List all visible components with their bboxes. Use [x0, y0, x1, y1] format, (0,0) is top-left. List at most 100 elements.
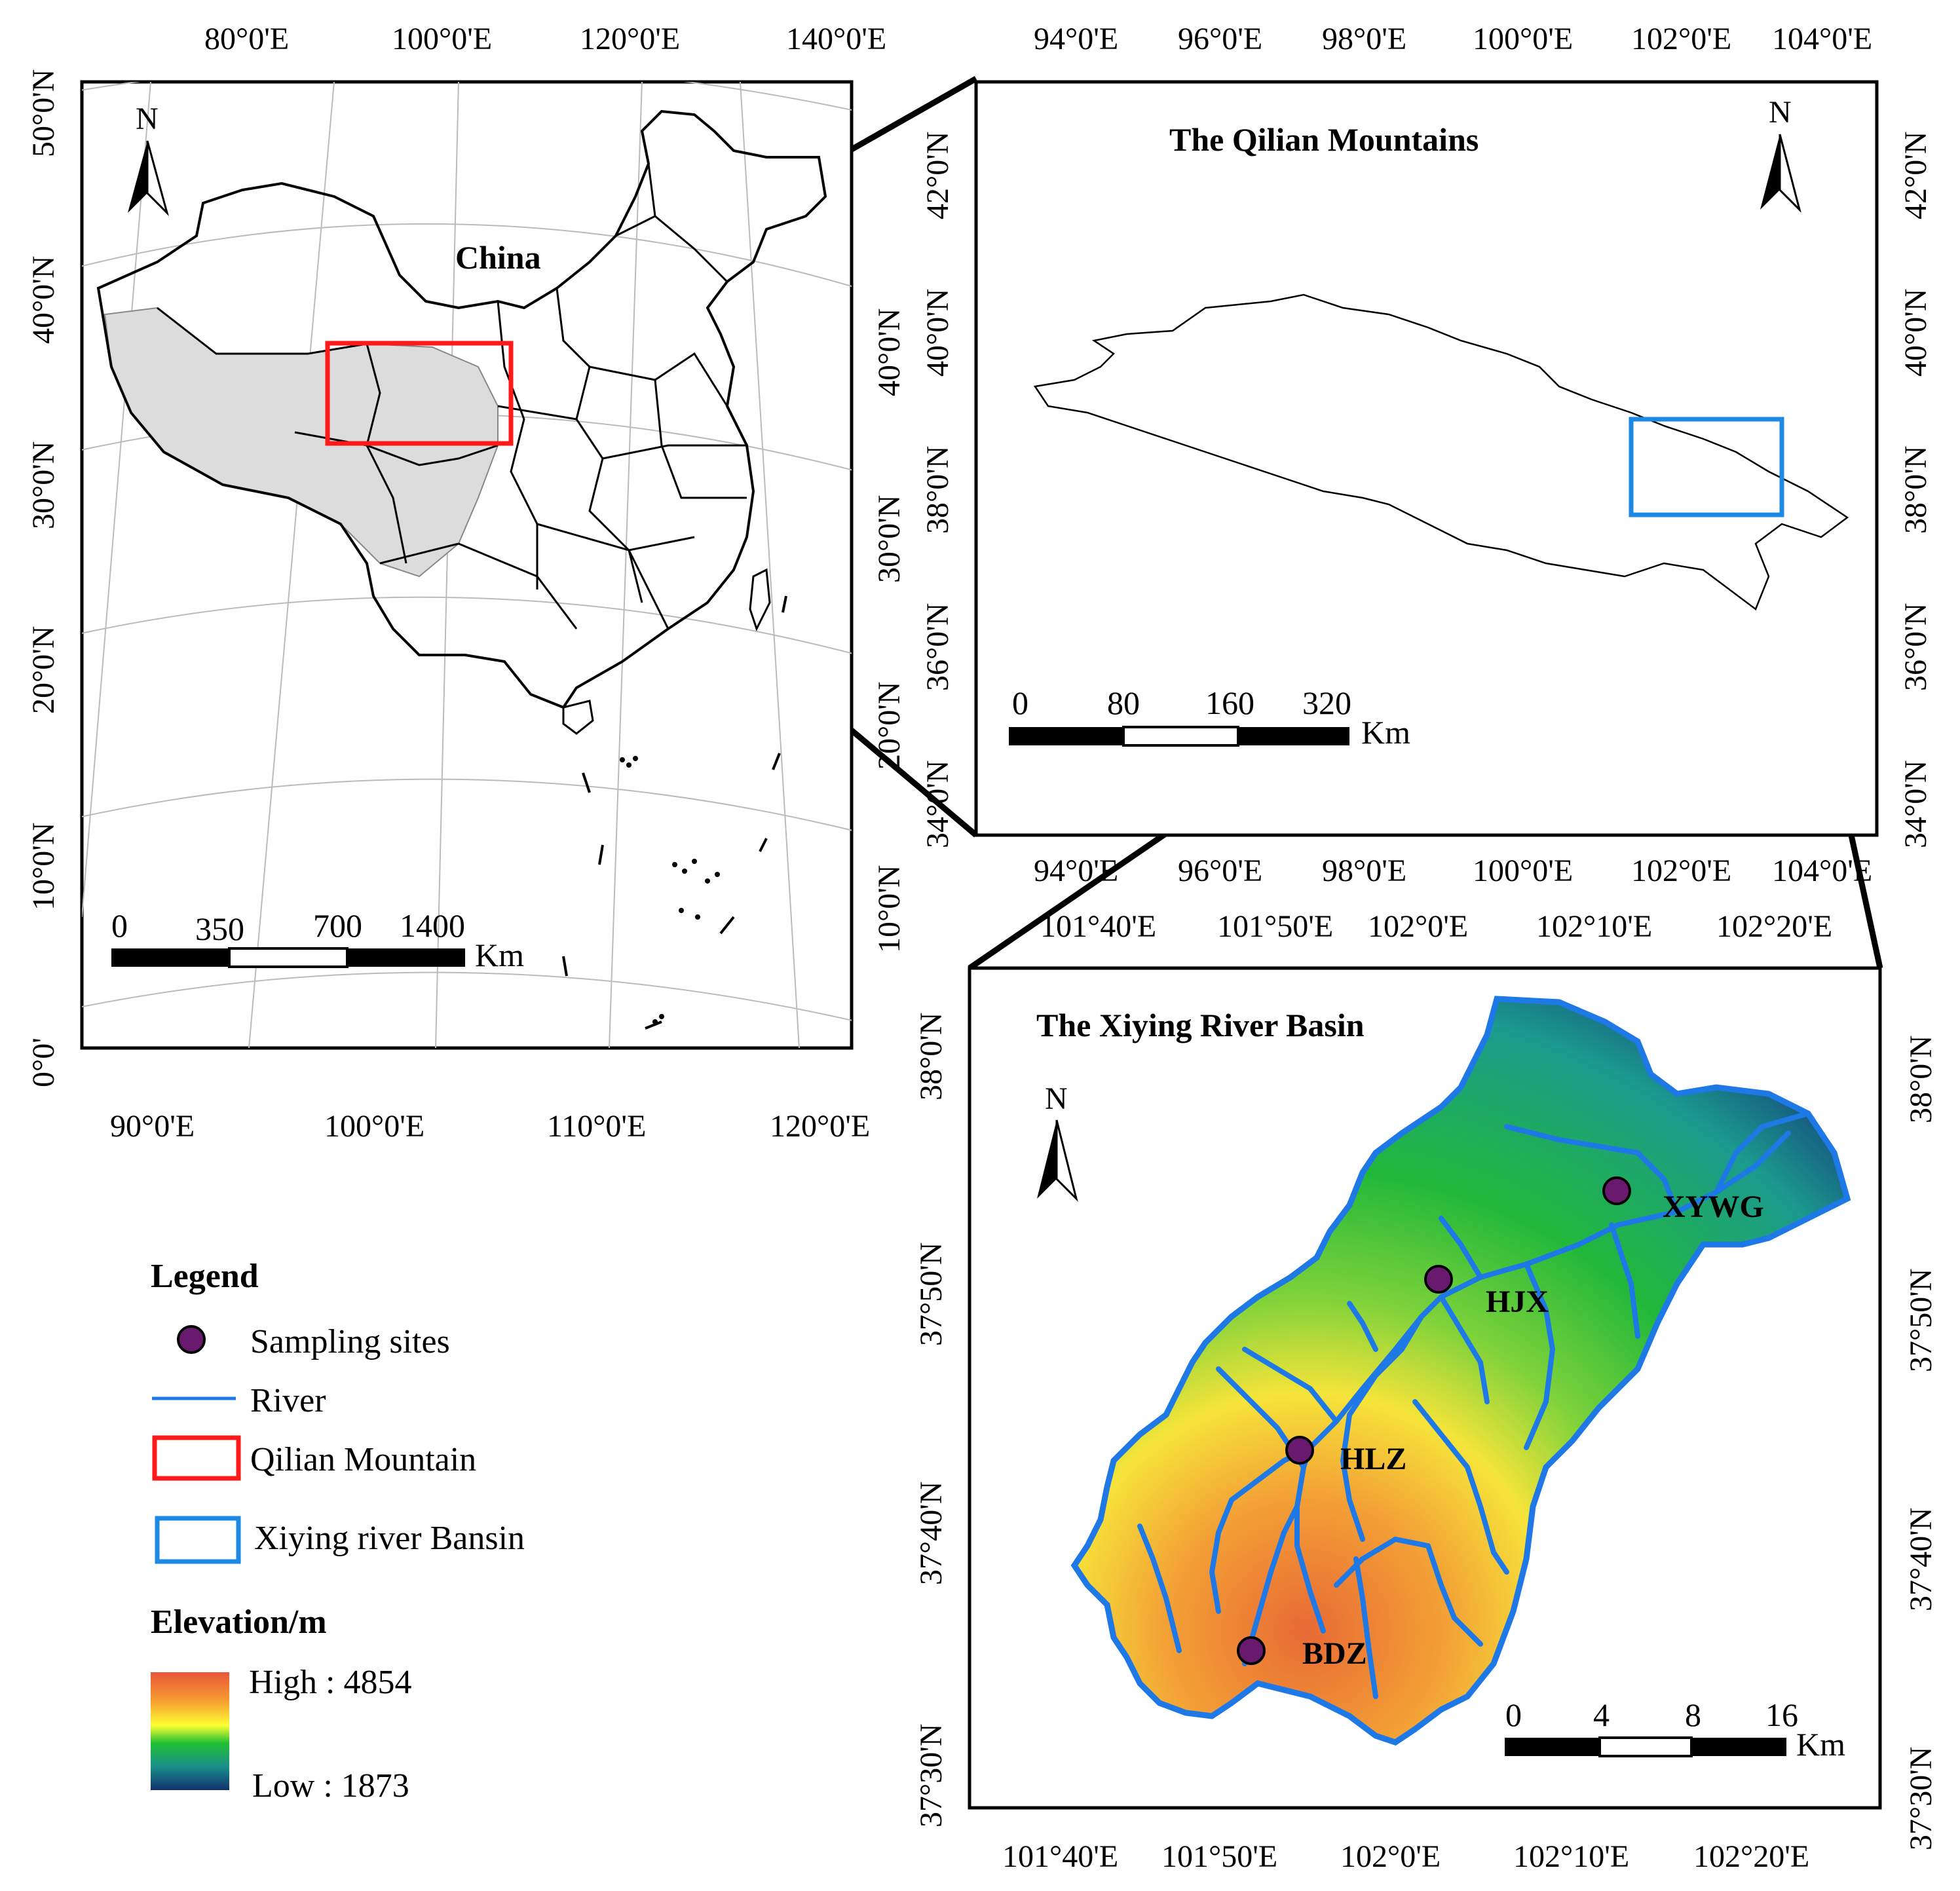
legend: Legend Sampling sites River Qilian Mount…: [151, 1258, 525, 1805]
svg-text:N: N: [136, 102, 159, 136]
tick-label: 140°0'E: [786, 22, 886, 56]
tick-label: 102°20'E: [1693, 1839, 1809, 1874]
tick-label: 100°0'E: [324, 1109, 424, 1144]
tick-label: 20°0'N: [26, 626, 61, 714]
xiying-left-ticks: 38°0'N 37°50'N 37°40'N 37°30'N: [914, 1012, 949, 1827]
site-label-bdz: BDZ: [1302, 1636, 1367, 1671]
tick-label: 30°0'N: [872, 495, 907, 583]
svg-text:700: 700: [313, 907, 362, 944]
elevation-high-label: High : 4854: [249, 1664, 411, 1701]
river-network: [1137, 1111, 1811, 1699]
china-top-ticks: 80°0'E 100°0'E 120°0'E 140°0'E: [204, 22, 886, 56]
tick-label: 38°0'N: [920, 445, 955, 534]
north-arrow-qilian: N: [1760, 95, 1801, 213]
elevation-color-ramp: [151, 1672, 229, 1790]
qilian-bottom-ticks: 94°0'E 96°0'E 98°0'E 100°0'E 102°0'E 104…: [1034, 853, 1872, 888]
tick-label: 37°40'N: [1904, 1507, 1938, 1611]
hainan: [562, 700, 594, 735]
tick-label: 20°0'N: [872, 681, 907, 770]
tick-label: 94°0'E: [1034, 853, 1118, 888]
tick-label: 102°10'E: [1536, 909, 1652, 944]
tick-label: 34°0'N: [920, 760, 955, 848]
legend-xiying-symbol: [155, 1516, 241, 1564]
tick-label: 120°0'E: [580, 22, 680, 56]
tick-label: 104°0'E: [1772, 22, 1872, 56]
tick-label: 40°0'N: [26, 255, 61, 344]
svg-text:0: 0: [1505, 1696, 1522, 1733]
legend-item-sites: Sampling sites: [250, 1323, 450, 1360]
tick-label: 90°0'E: [110, 1109, 195, 1144]
panel-qilian: The Qilian Mountains N 0 80 160 320 Km 9…: [920, 22, 1933, 888]
scale-bar-xiying: 0 4 8 16 Km: [1505, 1696, 1845, 1763]
tick-label: 38°0'N: [914, 1012, 949, 1100]
china-label: China: [455, 239, 541, 276]
panel-china: China N 0 350 700 1400 Km 80°0'E 100°0'E…: [26, 22, 907, 1144]
xiying-bottom-ticks: 101°40'E 101°50'E 102°0'E 102°10'E 102°2…: [1002, 1839, 1809, 1874]
tick-label: 40°0'N: [1898, 288, 1933, 377]
svg-text:8: 8: [1685, 1696, 1701, 1733]
panel-xiying: The Xiying River Basin XYWG: [914, 909, 1938, 1874]
site-marker-hjx: [1424, 1265, 1453, 1294]
tick-label: 102°0'E: [1631, 853, 1731, 888]
svg-text:4: 4: [1593, 1696, 1610, 1733]
legend-item-xiying: Xiying river Bansin: [254, 1520, 525, 1557]
tick-label: 100°0'E: [1473, 853, 1573, 888]
svg-text:320: 320: [1302, 684, 1351, 721]
svg-text:1400: 1400: [400, 907, 465, 944]
scale-bar-qilian: 0 80 160 320 Km: [1009, 684, 1410, 751]
tick-label: 38°0'N: [1898, 445, 1933, 534]
tick-label: 37°40'N: [914, 1481, 949, 1585]
tick-label: 104°0'E: [1772, 853, 1872, 888]
svg-text:0: 0: [111, 907, 128, 944]
legend-title: Legend: [151, 1258, 259, 1295]
site-label-hlz: HLZ: [1340, 1442, 1406, 1476]
china-map-frame: [80, 80, 854, 1050]
legend-item-qilian: Qilian Mountain: [250, 1441, 476, 1478]
tick-label: 110°0'E: [547, 1109, 646, 1144]
tick-label: 30°0'N: [26, 441, 61, 529]
svg-text:Km: Km: [1361, 714, 1410, 751]
svg-text:N: N: [1769, 95, 1792, 130]
site-marker-xywg: [1602, 1176, 1631, 1205]
site-marker-bdz: [1237, 1636, 1266, 1665]
elevation-title: Elevation/m: [151, 1603, 327, 1641]
qilian-left-ticks: 42°0'N 40°0'N 38°0'N 36°0'N 34°0'N: [920, 131, 955, 848]
basin-elevation-surface: [1070, 996, 1851, 1746]
tick-label: 80°0'E: [204, 22, 289, 56]
elevation-low-label: Low : 1873: [252, 1767, 409, 1805]
xiying-extent-box: [1629, 417, 1784, 517]
qilian-top-ticks: 94°0'E 96°0'E 98°0'E 100°0'E 102°0'E 104…: [1034, 22, 1872, 56]
sampling-sites: XYWG HJX HLZ BDZ: [1237, 1176, 1764, 1671]
china-left-ticks: 50°0'N 40°0'N 30°0'N 20°0'N 10°0'N 0°0': [26, 69, 61, 1087]
tick-label: 94°0'E: [1034, 22, 1118, 56]
qilian-outline: [1033, 293, 1849, 610]
north-arrow-xiying: N: [1037, 1081, 1078, 1202]
tick-label: 98°0'E: [1322, 853, 1406, 888]
tick-label: 36°0'N: [1898, 603, 1933, 691]
svg-text:350: 350: [195, 910, 244, 947]
scale-bar-china: 0 350 700 1400 Km: [111, 907, 524, 973]
tick-label: 98°0'E: [1322, 22, 1406, 56]
legend-site-symbol: [177, 1325, 206, 1354]
tick-label: 50°0'N: [26, 69, 61, 157]
qilian-right-ticks: 42°0'N 40°0'N 38°0'N 36°0'N 34°0'N: [1898, 131, 1933, 848]
tick-label: 40°0'N: [872, 308, 907, 396]
svg-text:N: N: [1045, 1081, 1068, 1116]
tick-label: 102°10'E: [1513, 1839, 1629, 1874]
svg-text:16: 16: [1765, 1696, 1798, 1733]
china-right-ticks: 40°0'N 30°0'N 20°0'N 10°0'N: [872, 308, 907, 953]
site-marker-hlz: [1285, 1436, 1314, 1465]
nine-dash-line: [562, 595, 787, 1030]
svg-text:160: 160: [1205, 684, 1254, 721]
tick-label: 37°50'N: [1904, 1268, 1938, 1372]
site-label-xywg: XYWG: [1663, 1189, 1764, 1224]
tick-label: 36°0'N: [920, 603, 955, 691]
tick-label: 37°30'N: [914, 1723, 949, 1827]
tick-label: 10°0'N: [26, 822, 61, 910]
tick-label: 100°0'E: [1473, 22, 1573, 56]
qilian-title: The Qilian Mountains: [1169, 121, 1479, 158]
tick-label: 96°0'E: [1178, 853, 1262, 888]
tick-label: 40°0'N: [920, 288, 955, 377]
tick-label: 101°50'E: [1217, 909, 1333, 944]
tick-label: 101°40'E: [1040, 909, 1156, 944]
